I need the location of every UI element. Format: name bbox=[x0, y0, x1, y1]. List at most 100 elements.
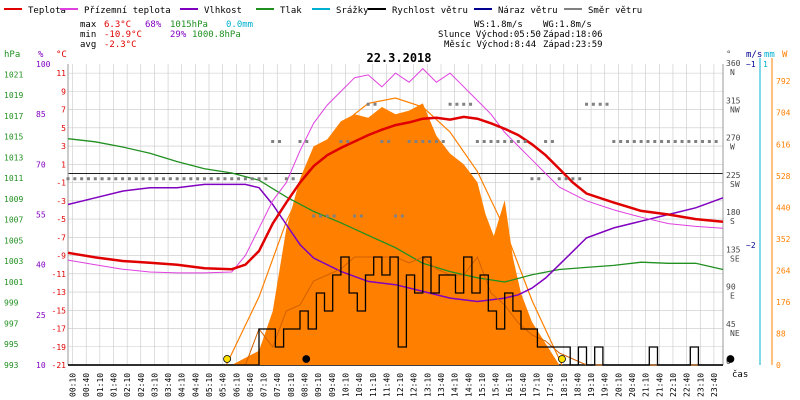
x-tick-label: 22:40 bbox=[683, 373, 692, 397]
sunset-icon bbox=[558, 355, 566, 363]
x-tick-label: 00:40 bbox=[82, 373, 91, 397]
wind-dir-point bbox=[509, 140, 513, 143]
x-tick-label: 07:40 bbox=[273, 373, 282, 397]
wind-dir-point bbox=[598, 102, 602, 106]
wind-dir-point bbox=[687, 140, 691, 143]
wind-dir-point bbox=[680, 140, 684, 143]
dir-tick-name: N bbox=[730, 68, 735, 77]
x-tick-label: 05:40 bbox=[219, 373, 228, 397]
unit-ms: m/s bbox=[746, 50, 762, 60]
wind-dir-point bbox=[353, 214, 357, 218]
gust-line bbox=[68, 255, 723, 366]
wind-dir-point bbox=[182, 177, 186, 181]
unit-time: čas bbox=[732, 369, 748, 380]
temp-tick-label: -5 bbox=[56, 215, 66, 224]
wind-dir-point bbox=[318, 214, 322, 218]
temp-tick-label: -7 bbox=[56, 233, 66, 242]
x-tick-label: 11:40 bbox=[382, 373, 391, 397]
wind-dir-point bbox=[250, 177, 254, 181]
unit-pct: % bbox=[38, 50, 44, 60]
wind-dir-point bbox=[162, 177, 166, 181]
dir-tick-label: 270 bbox=[726, 134, 741, 143]
stats-min-press: 1000.8hPa bbox=[192, 30, 241, 40]
x-tick-label: 10:40 bbox=[355, 373, 364, 397]
wind-dir-point bbox=[121, 177, 125, 181]
wind-dir-point bbox=[264, 177, 268, 181]
x-tick-label: 03:10 bbox=[150, 373, 159, 397]
x-tick-label: 06:40 bbox=[246, 373, 255, 397]
dir-tick-label: 90 bbox=[726, 283, 736, 292]
wind-dir-point bbox=[107, 177, 111, 181]
wind-dir-point bbox=[605, 102, 609, 106]
x-tick-label: 12:10 bbox=[396, 373, 405, 397]
wind-dir-point bbox=[394, 214, 397, 218]
wind-dir-point bbox=[673, 140, 677, 143]
wind-dir-point bbox=[701, 140, 705, 143]
wind-dir-point bbox=[271, 140, 275, 143]
stats-max-temp: 6.3°C bbox=[104, 20, 131, 30]
wind-dir-point bbox=[305, 140, 309, 143]
wind-dir-point bbox=[127, 177, 131, 181]
x-tick-label: 02:40 bbox=[137, 373, 146, 397]
legend: Teplota Přízemní teplota Vlhkost Tlak Srážky… bbox=[4, 6, 642, 16]
wind-tick-label: ~2 bbox=[746, 241, 756, 250]
x-tick-label: 23:10 bbox=[696, 373, 705, 397]
press-tick-label: 997 bbox=[4, 319, 19, 328]
astro-moon-set: Západ:23:59 bbox=[543, 40, 603, 50]
stats-max-press: 1015hPa bbox=[170, 20, 208, 30]
wind-dir-point bbox=[694, 140, 698, 143]
unit-hpa: hPa bbox=[4, 50, 20, 60]
wind-dir-point bbox=[325, 214, 329, 218]
wind-dir-point bbox=[366, 102, 370, 106]
press-tick-label: 1015 bbox=[4, 133, 23, 142]
humidity-line bbox=[67, 183, 724, 303]
moonrise-icon bbox=[302, 355, 311, 363]
dir-tick-label: 315 bbox=[726, 96, 741, 105]
press-tick-label: 1019 bbox=[4, 91, 23, 100]
wind-dir-point bbox=[359, 214, 363, 218]
x-tick-label: 04:10 bbox=[178, 373, 187, 397]
solar-tick-label: 0 bbox=[776, 361, 781, 370]
x-tick-label: 15:40 bbox=[492, 373, 501, 397]
x-tick-label: 18:10 bbox=[560, 373, 569, 397]
wind-dir-point bbox=[441, 140, 445, 143]
legend-label: Přízemní teplota bbox=[84, 6, 171, 16]
astro-sun-set: Západ:18:06 bbox=[543, 30, 603, 40]
astro-block: WS:1.8m/s WG:1.8m/s Slunce Východ:05:50 … bbox=[438, 20, 603, 50]
wind-dir-point bbox=[714, 140, 718, 143]
wind-dir-point bbox=[550, 140, 554, 143]
pressure-line bbox=[67, 138, 724, 283]
dir-tick-name: W bbox=[730, 143, 735, 152]
temp-tick-label: -13 bbox=[52, 288, 67, 297]
wind-dir-point bbox=[86, 177, 90, 181]
press-tick-label: 995 bbox=[4, 340, 19, 349]
wind-dir-point bbox=[284, 177, 288, 181]
wind-dir-point bbox=[530, 177, 534, 181]
astro-sun-rise: Slunce Východ:05:50 bbox=[438, 30, 541, 40]
wind-dir-point bbox=[625, 140, 629, 143]
x-tick-label: 08:40 bbox=[301, 373, 310, 397]
hum-tick-label: 55 bbox=[36, 211, 46, 220]
wind-dir-point bbox=[134, 177, 138, 181]
wind-dir-point bbox=[421, 140, 425, 143]
unit-degc: °C bbox=[56, 50, 67, 60]
wind-dir-point bbox=[100, 177, 104, 181]
temp-tick-label: 7 bbox=[61, 106, 66, 115]
temp-tick-label: 9 bbox=[61, 87, 66, 96]
x-tick-label: 09:40 bbox=[328, 373, 337, 397]
wind-dir-point bbox=[175, 177, 179, 181]
x-tick-label: 13:10 bbox=[423, 373, 432, 397]
hum-tick-label: 85 bbox=[36, 110, 46, 119]
wind-dir-point bbox=[80, 177, 84, 181]
solar-tick-label: 792 bbox=[776, 77, 791, 86]
legend-label: Tlak bbox=[280, 6, 302, 16]
wind-dir-point bbox=[482, 140, 486, 143]
temp-tick-label: -9 bbox=[56, 252, 66, 261]
legend-label: Teplota bbox=[28, 6, 66, 16]
wind-dir-point bbox=[503, 140, 507, 143]
stats-max-hum: 68% bbox=[145, 20, 162, 30]
temp-tick-label: -17 bbox=[52, 325, 67, 334]
legend-label: Vlhkost bbox=[204, 6, 242, 16]
wind-dir-point bbox=[632, 140, 636, 143]
solar-tick-label: 704 bbox=[776, 109, 791, 118]
